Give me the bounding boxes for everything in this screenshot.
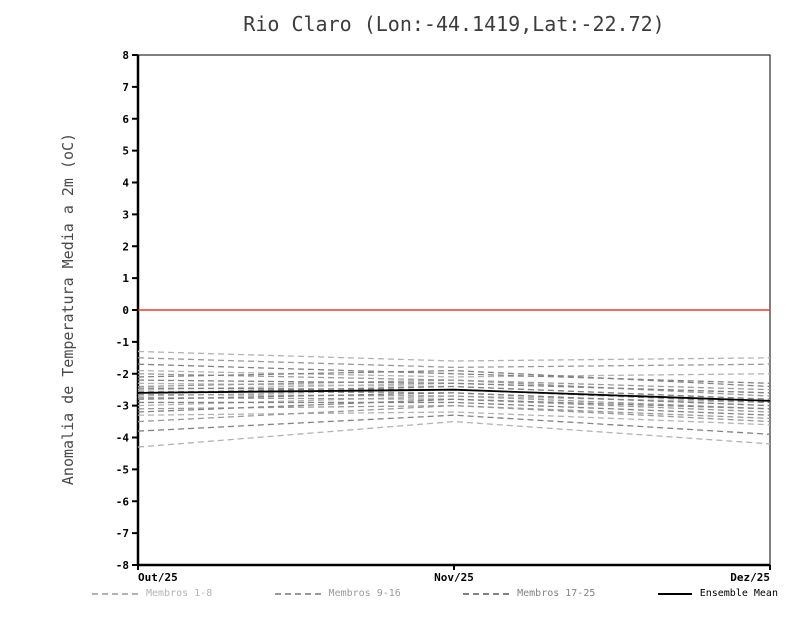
svg-text:Out/25: Out/25 — [138, 571, 178, 584]
chart-title: Rio Claro (Lon:-44.1419,Lat:-22.72) — [243, 12, 665, 36]
svg-text:8: 8 — [122, 49, 129, 62]
legend-item: Membros 9-16 — [274, 588, 401, 599]
svg-text:-6: -6 — [116, 495, 130, 508]
dashed-line-icon — [463, 592, 510, 595]
svg-text:3: 3 — [122, 208, 129, 221]
legend-label: Membros 9-16 — [328, 588, 401, 599]
svg-text:-5: -5 — [116, 463, 129, 476]
legend: Membros 1-8 Membros 9-16 Membros 17-25 E… — [92, 588, 778, 599]
legend-label: Membros 1-8 — [146, 588, 213, 599]
svg-text:-1: -1 — [116, 336, 130, 349]
legend-item: Membros 1-8 — [92, 588, 212, 599]
svg-text:1: 1 — [122, 272, 129, 285]
svg-text:-4: -4 — [116, 432, 130, 445]
legend-label: Ensemble Mean — [699, 588, 778, 599]
svg-text:7: 7 — [122, 81, 129, 94]
solid-line-icon — [657, 592, 692, 595]
svg-text:Nov/25: Nov/25 — [434, 571, 474, 584]
svg-text:-3: -3 — [116, 400, 129, 413]
svg-text:6: 6 — [122, 113, 129, 126]
dashed-line-icon — [92, 592, 138, 595]
svg-text:-7: -7 — [116, 527, 129, 540]
svg-text:5: 5 — [122, 145, 129, 158]
svg-text:2: 2 — [122, 240, 129, 253]
svg-text:4: 4 — [122, 177, 129, 190]
svg-text:0: 0 — [122, 304, 129, 317]
legend-item: Ensemble Mean — [657, 588, 778, 599]
svg-text:Dez/25: Dez/25 — [730, 571, 770, 584]
legend-item: Membros 17-25 — [463, 588, 595, 599]
legend-label: Membros 17-25 — [517, 588, 596, 599]
svg-text:-8: -8 — [116, 559, 129, 572]
dashed-line-icon — [274, 592, 321, 595]
svg-text:-2: -2 — [116, 368, 129, 381]
